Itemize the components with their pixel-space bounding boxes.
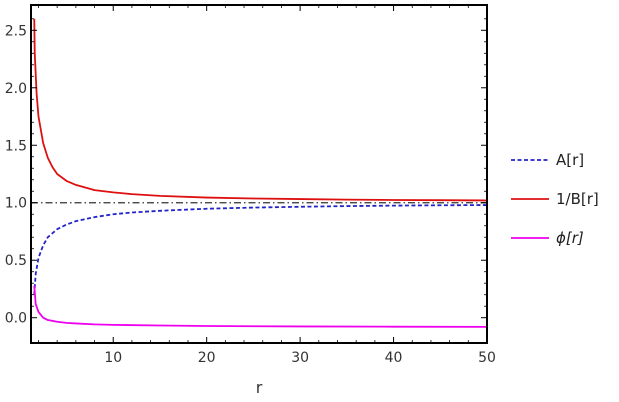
y-tick-label: 2.0 xyxy=(5,81,27,97)
series-layer xyxy=(33,18,487,328)
x-tick-label: 10 xyxy=(104,350,122,366)
y-tick-label: 2.5 xyxy=(5,23,27,39)
plot-frame xyxy=(30,4,488,344)
y-tick-label: 0.0 xyxy=(5,311,27,327)
y-tick-label: 0.5 xyxy=(5,253,27,269)
x-tick-label: 20 xyxy=(198,350,216,366)
legend-label-1: 1/B[r] xyxy=(556,190,599,208)
x-tick-label: 30 xyxy=(291,350,309,366)
y-tick-label: 1.5 xyxy=(5,138,27,154)
legend-label-2: ϕ[r] xyxy=(556,229,584,247)
series-line-1 xyxy=(33,18,487,202)
x-tick-label: 50 xyxy=(478,350,496,366)
legend-label-0: A[r] xyxy=(556,151,584,169)
tick-layer: 10 20 30 40 50 0.0 0.5 1.0 1.5 2.0 2.5 xyxy=(5,5,496,366)
series-line-0 xyxy=(33,204,487,295)
legend: A[r] 1/B[r] ϕ[r] xyxy=(511,151,599,247)
series-line-2 xyxy=(33,285,487,328)
x-axis-label: r xyxy=(256,378,263,397)
x-tick-label: 40 xyxy=(385,350,403,366)
y-tick-label: 1.0 xyxy=(5,196,27,212)
